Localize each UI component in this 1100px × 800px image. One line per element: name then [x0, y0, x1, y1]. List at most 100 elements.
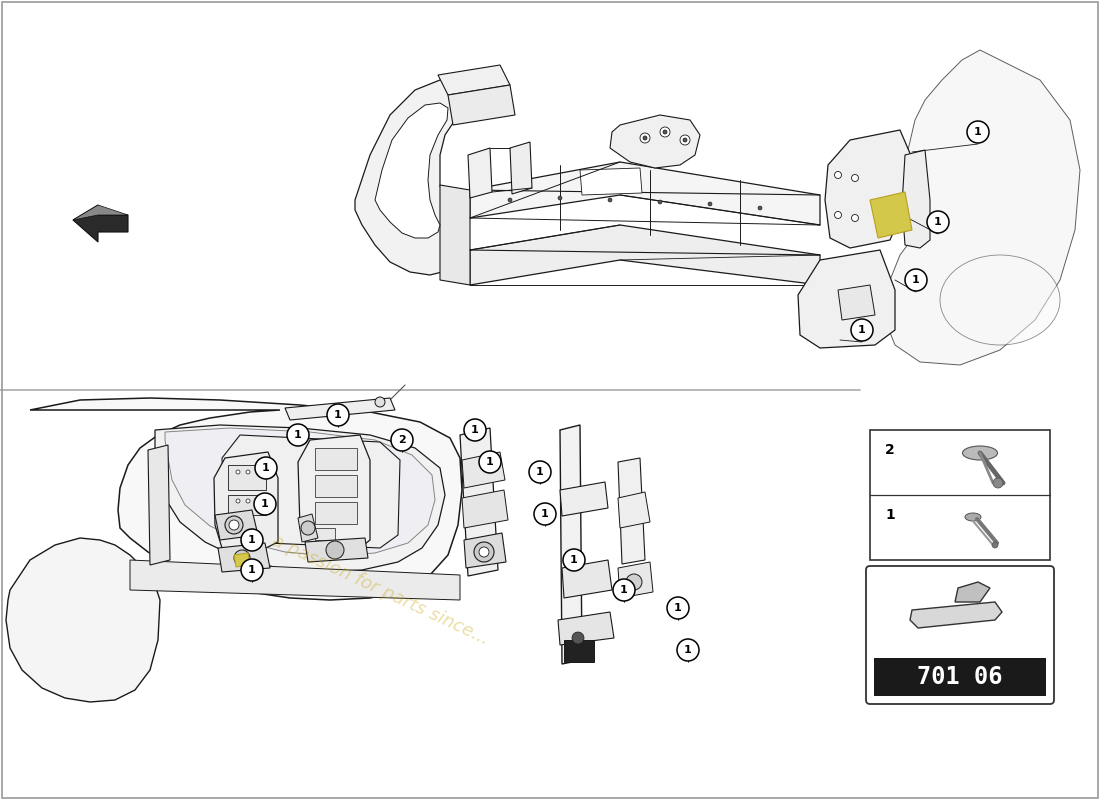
Polygon shape [470, 162, 820, 225]
Circle shape [241, 559, 263, 581]
Polygon shape [30, 398, 462, 600]
Text: 1: 1 [912, 275, 920, 285]
Polygon shape [214, 510, 258, 540]
Polygon shape [130, 560, 460, 600]
Text: 1: 1 [249, 565, 256, 575]
Circle shape [226, 516, 243, 534]
Text: a passion for parts since...: a passion for parts since... [268, 532, 492, 648]
Circle shape [613, 579, 635, 601]
Polygon shape [468, 148, 492, 198]
Circle shape [508, 198, 512, 202]
Polygon shape [355, 80, 470, 275]
Circle shape [287, 424, 309, 446]
Text: 1: 1 [334, 410, 342, 420]
FancyBboxPatch shape [866, 566, 1054, 704]
Circle shape [375, 397, 385, 407]
Circle shape [229, 520, 239, 530]
Circle shape [683, 138, 688, 142]
Polygon shape [73, 205, 128, 220]
Circle shape [676, 639, 698, 661]
Polygon shape [165, 428, 434, 556]
Polygon shape [234, 553, 250, 567]
Polygon shape [460, 428, 498, 576]
Circle shape [236, 499, 240, 503]
Polygon shape [798, 250, 895, 348]
Circle shape [246, 499, 250, 503]
Circle shape [658, 200, 662, 204]
Circle shape [327, 404, 349, 426]
Circle shape [326, 541, 344, 559]
Polygon shape [148, 445, 170, 565]
Polygon shape [285, 398, 395, 420]
Polygon shape [618, 562, 653, 598]
Circle shape [660, 127, 670, 137]
Circle shape [246, 470, 250, 474]
Text: 1: 1 [674, 603, 682, 613]
Polygon shape [462, 452, 505, 488]
Text: 1: 1 [262, 463, 270, 473]
Polygon shape [155, 425, 446, 572]
Text: 701 06: 701 06 [917, 665, 1003, 689]
Polygon shape [214, 452, 278, 550]
Circle shape [478, 547, 490, 557]
Polygon shape [610, 115, 700, 168]
Text: 2: 2 [398, 435, 406, 445]
Circle shape [640, 133, 650, 143]
Bar [315, 528, 336, 540]
Ellipse shape [962, 446, 998, 460]
Bar [315, 475, 358, 497]
Text: 1: 1 [294, 430, 301, 440]
Polygon shape [73, 205, 128, 242]
Text: 1: 1 [471, 425, 478, 435]
Circle shape [851, 214, 858, 222]
Circle shape [464, 419, 486, 441]
Polygon shape [558, 612, 614, 645]
Circle shape [563, 549, 585, 571]
Polygon shape [462, 490, 508, 528]
Polygon shape [448, 85, 515, 125]
Polygon shape [222, 435, 400, 548]
Ellipse shape [940, 255, 1060, 345]
Text: 1: 1 [536, 467, 543, 477]
Circle shape [835, 211, 842, 218]
Ellipse shape [965, 513, 981, 521]
Polygon shape [438, 65, 510, 95]
Polygon shape [910, 602, 1002, 628]
Polygon shape [305, 538, 369, 562]
Text: 1: 1 [261, 499, 268, 509]
Bar [874, 658, 1046, 696]
Circle shape [758, 206, 762, 210]
Circle shape [390, 429, 412, 451]
Polygon shape [580, 168, 642, 195]
Bar [315, 502, 358, 524]
Circle shape [558, 196, 562, 200]
Text: 1: 1 [858, 325, 866, 335]
Bar [228, 495, 266, 515]
Circle shape [708, 202, 712, 206]
Circle shape [927, 211, 949, 233]
Polygon shape [440, 185, 470, 285]
Polygon shape [560, 482, 608, 516]
Polygon shape [470, 225, 820, 285]
Polygon shape [298, 435, 370, 552]
Polygon shape [870, 192, 912, 238]
Bar [228, 465, 266, 490]
Text: 1: 1 [249, 535, 256, 545]
Circle shape [241, 529, 263, 551]
Circle shape [667, 597, 689, 619]
Polygon shape [825, 130, 915, 248]
Circle shape [534, 503, 556, 525]
Circle shape [663, 130, 667, 134]
Text: 1: 1 [541, 509, 549, 519]
Polygon shape [298, 514, 318, 542]
Circle shape [301, 521, 315, 535]
Bar [315, 448, 358, 470]
Polygon shape [464, 533, 506, 568]
Text: 1: 1 [886, 508, 894, 522]
Circle shape [993, 478, 1003, 488]
Polygon shape [618, 458, 645, 564]
Polygon shape [562, 560, 612, 598]
Text: 1: 1 [684, 645, 692, 655]
Circle shape [572, 632, 584, 644]
Circle shape [254, 493, 276, 515]
